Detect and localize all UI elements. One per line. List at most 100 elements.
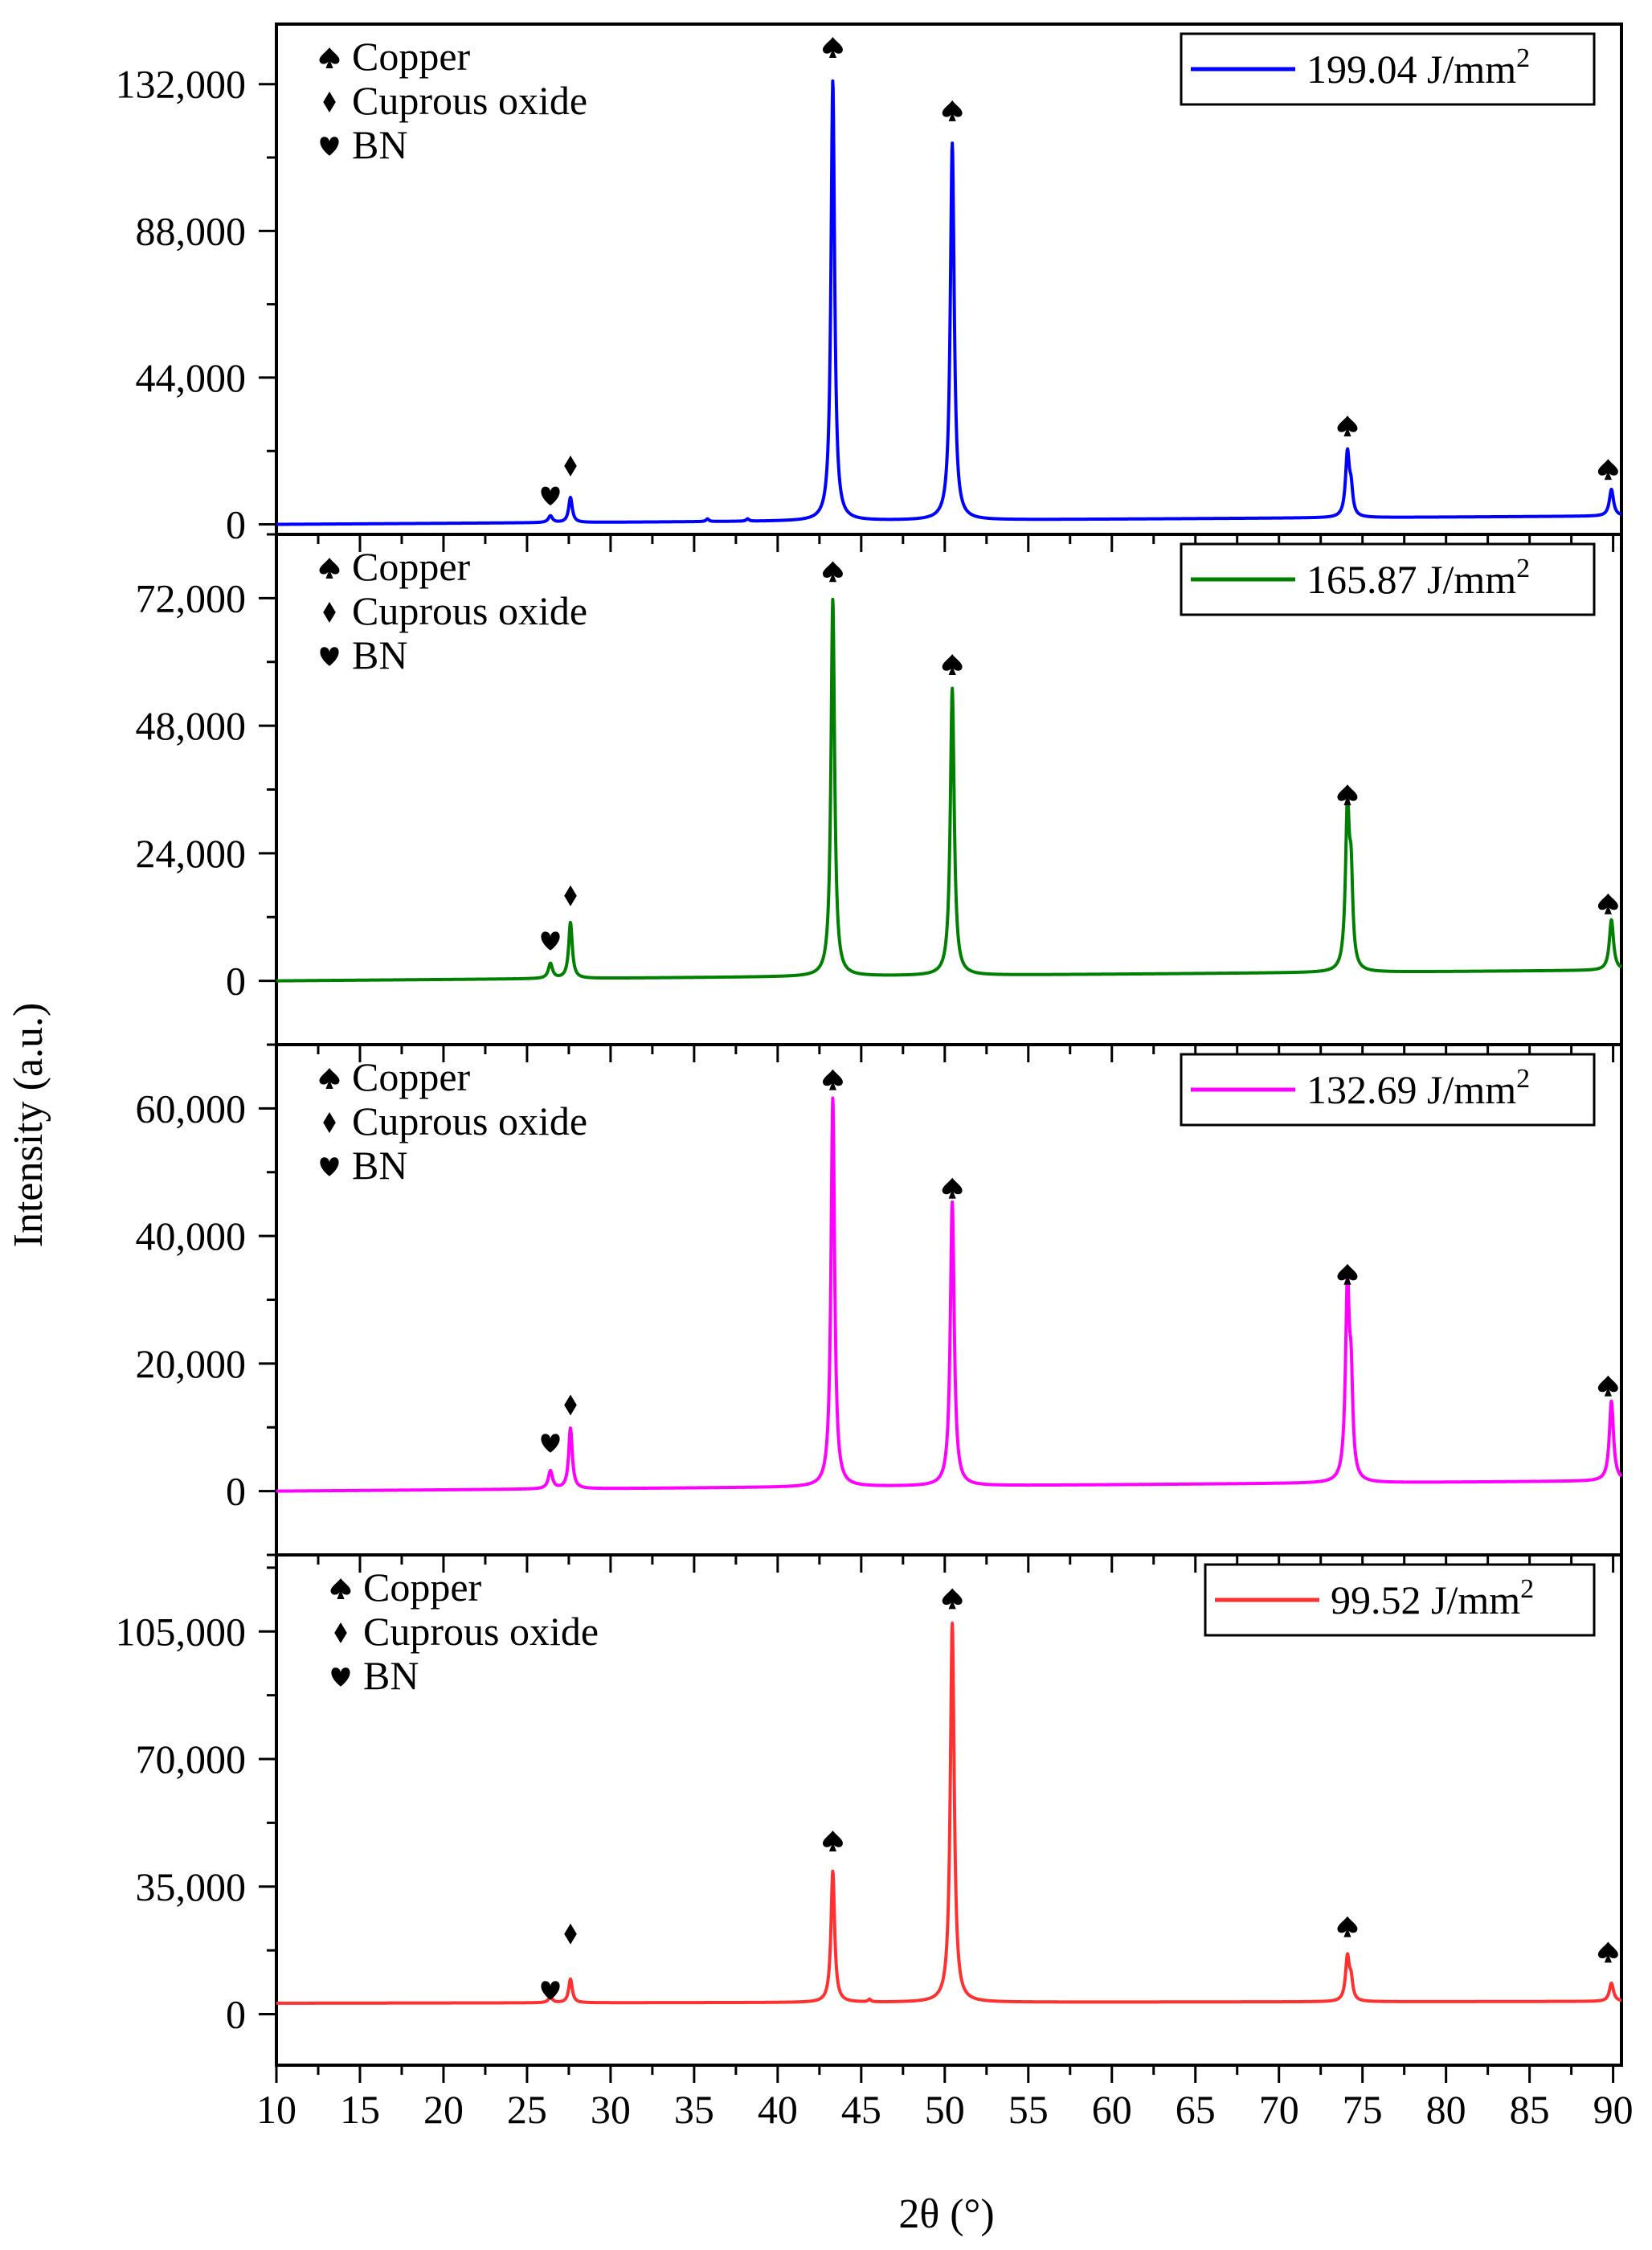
y-tick-label: 24,000 xyxy=(136,831,247,876)
x-tick-label: 55 xyxy=(1008,2087,1049,2132)
y-tick-label: 40,000 xyxy=(136,1213,247,1258)
key-diamond-icon xyxy=(334,1622,347,1643)
key-spade-icon xyxy=(319,1068,340,1089)
key-heart-icon xyxy=(320,647,339,666)
y-tick-label: 0 xyxy=(226,502,246,547)
key-label: BN xyxy=(352,632,407,677)
peak-marker-spade-icon xyxy=(823,1069,843,1090)
x-tick-label: 25 xyxy=(507,2087,547,2132)
legend-label-superscript: 2 xyxy=(1516,1064,1530,1094)
legend-label-superscript: 2 xyxy=(1520,1574,1534,1604)
y-tick-label: 88,000 xyxy=(136,208,247,253)
peak-marker-spade-icon xyxy=(1337,415,1358,437)
key-label: Cuprous oxide xyxy=(352,588,587,633)
peak-marker-spade-icon xyxy=(942,1588,963,1610)
y-tick-label: 48,000 xyxy=(136,703,247,748)
x-tick-label: 50 xyxy=(925,2087,965,2132)
key-diamond-icon xyxy=(323,1112,336,1133)
key-spade-icon xyxy=(330,1578,351,1599)
x-tick-label: 80 xyxy=(1426,2087,1466,2132)
plot-frame xyxy=(275,1553,1623,2067)
peak-marker-diamond-icon xyxy=(564,885,577,906)
peak-marker-diamond-icon xyxy=(564,455,577,477)
peak-marker-spade-icon xyxy=(1337,1263,1358,1285)
y-tick-label: 35,000 xyxy=(136,1864,247,1909)
y-axis-title: Intensity (a.u.) xyxy=(6,1003,51,1248)
x-tick-label: 90 xyxy=(1593,2087,1634,2132)
key-label: BN xyxy=(363,1653,419,1698)
key-label: Cuprous oxide xyxy=(352,1098,587,1143)
legend-label-superscript: 2 xyxy=(1516,554,1530,583)
peak-marker-spade-icon xyxy=(942,654,963,676)
key-heart-icon xyxy=(320,137,339,156)
y-tick-label: 0 xyxy=(226,1469,246,1514)
peak-marker-spade-icon xyxy=(823,1831,843,1852)
key-label: Copper xyxy=(352,34,471,79)
key-label: Copper xyxy=(363,1565,482,1610)
peak-marker-spade-icon xyxy=(1337,1916,1358,1937)
legend-label: 132.69 J/mm2 xyxy=(1306,1064,1530,1112)
key-spade-icon xyxy=(319,47,340,68)
x-tick-label: 60 xyxy=(1092,2087,1132,2132)
y-tick-label: 44,000 xyxy=(136,355,247,400)
peak-marker-heart-icon xyxy=(541,1981,560,2000)
x-tick-label: 70 xyxy=(1259,2087,1299,2132)
x-tick-label: 75 xyxy=(1343,2087,1383,2132)
legend-label: 99.52 J/mm2 xyxy=(1331,1574,1534,1622)
legend-label-superscript: 2 xyxy=(1516,43,1530,73)
peak-marker-spade-icon xyxy=(942,1177,963,1199)
peak-marker-spade-icon xyxy=(1597,1375,1618,1397)
key-diamond-icon xyxy=(323,602,336,623)
series-legend: 199.04 J/mm2 xyxy=(1180,32,1596,106)
key-spade-icon xyxy=(319,558,340,579)
x-axis-title: 2θ (°) xyxy=(898,2191,994,2237)
peak-marker-spade-icon xyxy=(1597,459,1618,481)
x-tick-label: 15 xyxy=(340,2087,380,2132)
series-legend: 99.52 J/mm2 xyxy=(1204,1563,1596,1637)
y-tick-label: 0 xyxy=(226,1992,246,2037)
key-diamond-icon xyxy=(323,92,336,112)
x-tick-label: 30 xyxy=(591,2087,631,2132)
key-label: Cuprous oxide xyxy=(352,78,587,123)
series-line xyxy=(275,1622,1623,2005)
x-tick-label: 65 xyxy=(1176,2087,1216,2132)
peak-marker-heart-icon xyxy=(541,486,560,505)
series-line xyxy=(275,1096,1623,1493)
peak-marker-diamond-icon xyxy=(564,1923,577,1945)
peak-marker-spade-icon xyxy=(823,37,843,59)
peak-marker-spade-icon xyxy=(1597,1941,1618,1963)
y-tick-label: 132,000 xyxy=(116,62,247,107)
peak-marker-spade-icon xyxy=(823,561,843,583)
key-label: Cuprous oxide xyxy=(363,1609,599,1654)
x-tick-label: 40 xyxy=(758,2087,798,2132)
series-legend: 132.69 J/mm2 xyxy=(1180,1053,1596,1127)
series-line xyxy=(275,79,1623,526)
y-tick-label: 105,000 xyxy=(116,1609,247,1654)
x-tick-label: 20 xyxy=(423,2087,464,2132)
y-tick-label: 70,000 xyxy=(136,1737,247,1782)
peak-marker-spade-icon xyxy=(1337,784,1358,806)
peak-marker-spade-icon xyxy=(1597,893,1618,914)
key-label: BN xyxy=(352,1143,407,1188)
series-line xyxy=(275,597,1623,983)
key-heart-icon xyxy=(320,1157,339,1176)
y-tick-label: 0 xyxy=(226,959,246,1004)
x-tick-label: 45 xyxy=(841,2087,881,2132)
peak-marker-heart-icon xyxy=(541,931,560,951)
y-tick-label: 20,000 xyxy=(136,1341,247,1386)
peak-marker-spade-icon xyxy=(942,100,963,121)
x-tick-label: 10 xyxy=(256,2087,296,2132)
y-tick-label: 72,000 xyxy=(136,575,247,620)
series-legend: 165.87 J/mm2 xyxy=(1180,542,1596,616)
peak-marker-heart-icon xyxy=(541,1434,560,1453)
legend-label: 199.04 J/mm2 xyxy=(1306,43,1530,92)
x-tick-label: 35 xyxy=(674,2087,714,2132)
peak-marker-diamond-icon xyxy=(564,1394,577,1416)
y-tick-label: 60,000 xyxy=(136,1086,247,1131)
key-label: Copper xyxy=(352,544,471,589)
x-tick-label: 85 xyxy=(1510,2087,1550,2132)
